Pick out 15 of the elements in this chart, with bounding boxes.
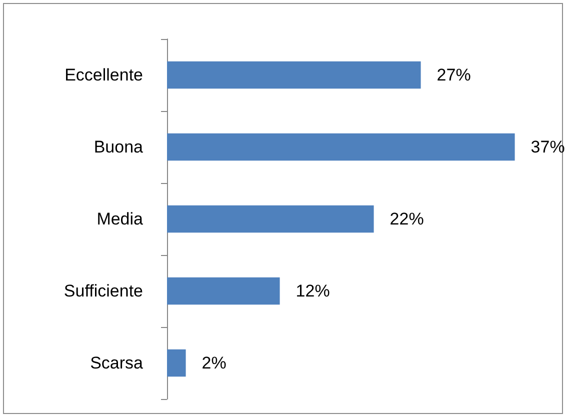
y-tick-label: Scarsa bbox=[90, 354, 144, 372]
data-label: 12% bbox=[296, 282, 330, 300]
data-label: 2% bbox=[202, 354, 226, 372]
y-tick-label: Media bbox=[96, 210, 144, 228]
bar bbox=[167, 349, 186, 377]
data-label: 22% bbox=[390, 210, 424, 228]
y-tick-label: Sufficiente bbox=[64, 282, 143, 300]
data-label: 37% bbox=[530, 138, 565, 156]
y-tick-label: Eccellente bbox=[64, 66, 143, 84]
y-tick-label: Buona bbox=[94, 138, 144, 156]
bar bbox=[167, 277, 280, 305]
data-label: 27% bbox=[436, 66, 471, 84]
bar bbox=[167, 133, 515, 161]
bar bbox=[167, 61, 421, 89]
bar bbox=[167, 205, 374, 233]
